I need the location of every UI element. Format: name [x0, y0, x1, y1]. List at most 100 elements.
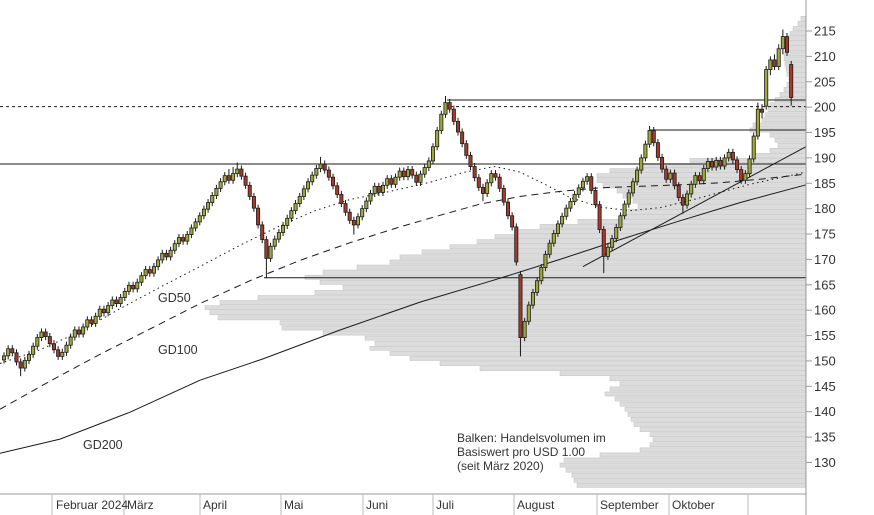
- candle-up: [668, 172, 673, 180]
- candle-down: [664, 168, 669, 180]
- volume-profile: [204, 16, 807, 488]
- candle-up: [722, 157, 727, 167]
- candle-up: [139, 275, 144, 283]
- candle-up: [689, 183, 694, 195]
- candle-up: [639, 157, 644, 171]
- volume-bar: [494, 234, 807, 239]
- volume-bar: [797, 21, 807, 26]
- candle-up: [272, 238, 277, 247]
- candle-up: [2, 355, 7, 361]
- candle-up: [60, 351, 65, 357]
- candle-up: [372, 185, 377, 194]
- candle-up: [635, 169, 640, 183]
- candle-down: [785, 36, 790, 53]
- candle-up: [685, 193, 690, 206]
- candle-down: [660, 156, 665, 170]
- x-axis-month-label: September: [600, 498, 659, 512]
- candle-up: [701, 168, 706, 182]
- candle-down: [347, 211, 352, 221]
- candle-up: [118, 297, 123, 304]
- y-axis-label: 175: [814, 227, 836, 242]
- volume-bar: [783, 56, 807, 62]
- candle-down: [331, 176, 336, 187]
- volume-bar: [409, 356, 807, 361]
- candle-up: [318, 163, 323, 169]
- volume-bar: [633, 422, 807, 427]
- static-texts: GD50 GD100 GD200 Balken: Handelsvolumen …: [83, 291, 606, 473]
- candle-up: [568, 201, 573, 209]
- volume-annotation-line1: Balken: Handelsvolumen im: [457, 431, 606, 445]
- candle-down: [772, 59, 777, 67]
- candle-up: [560, 215, 565, 225]
- candle-up: [106, 305, 111, 314]
- candle-down: [335, 185, 340, 195]
- candle-up: [622, 203, 627, 217]
- candle-down: [505, 201, 510, 217]
- y-axis-label: 130: [814, 455, 836, 470]
- candle-down: [593, 189, 598, 205]
- x-axis-month-label: Mai: [284, 498, 303, 512]
- y-axis-label: 200: [814, 100, 836, 115]
- x-axis-month-label: August: [517, 498, 555, 512]
- volume-bar: [619, 401, 807, 407]
- candle-up: [530, 292, 535, 306]
- candle-up: [276, 232, 281, 240]
- candle-down: [455, 120, 460, 133]
- y-axis-label: 170: [814, 252, 836, 267]
- candle-down: [181, 237, 186, 242]
- candle-up: [110, 299, 115, 307]
- candle-up: [293, 203, 298, 212]
- candle-up: [68, 336, 73, 346]
- candle-up: [235, 168, 240, 175]
- candle-up: [585, 176, 590, 182]
- candle-down: [789, 64, 794, 98]
- volume-bar: [374, 340, 807, 346]
- candle-up: [743, 173, 748, 181]
- candle-up: [306, 181, 311, 190]
- volume-bar: [769, 147, 807, 153]
- candle-up: [555, 223, 560, 234]
- candle-up: [268, 245, 273, 259]
- gd200-line: [0, 184, 807, 454]
- candle-up: [135, 281, 140, 290]
- candle-down: [247, 184, 252, 197]
- candle-down: [401, 170, 406, 178]
- candle-up: [143, 269, 148, 277]
- candle-down: [351, 219, 356, 226]
- volume-bar: [389, 259, 807, 265]
- volume-bar: [761, 117, 807, 123]
- y-axis-label: 195: [814, 125, 836, 140]
- volume-bar: [204, 305, 807, 311]
- candle-up: [126, 284, 131, 292]
- y-axis-label: 150: [814, 353, 836, 368]
- volume-bar: [769, 132, 807, 138]
- volume-bar: [767, 107, 807, 113]
- candle-up: [39, 331, 44, 338]
- y-axis-label: 155: [814, 328, 836, 343]
- candle-down: [735, 159, 740, 170]
- volume-bar: [449, 244, 807, 250]
- axes: 130 135 140 145 150 155 160 165 170 175 180 185 190 1…: [0, 0, 836, 515]
- candle-down: [114, 299, 119, 304]
- candle-up: [22, 360, 27, 369]
- candle-down: [451, 108, 456, 122]
- volume-bar: [209, 310, 807, 316]
- volume-bar: [783, 87, 807, 92]
- candle-down: [464, 143, 469, 156]
- volume-bar: [774, 137, 807, 143]
- candle-up: [35, 337, 40, 347]
- candle-up: [97, 308, 102, 317]
- x-axis-month-label: Juni: [366, 498, 388, 512]
- x-axis-month-label: April: [203, 498, 227, 512]
- volume-bar: [787, 36, 807, 42]
- candle-up: [193, 221, 198, 229]
- candle-up: [614, 227, 619, 240]
- candle-up: [185, 234, 190, 242]
- candle-down: [601, 229, 606, 257]
- candle-down: [251, 196, 256, 209]
- y-axis-label: 180: [814, 201, 836, 216]
- candle-up: [705, 161, 710, 169]
- volume-bar: [649, 442, 807, 448]
- candle-up: [564, 207, 569, 217]
- candle-up: [576, 187, 581, 195]
